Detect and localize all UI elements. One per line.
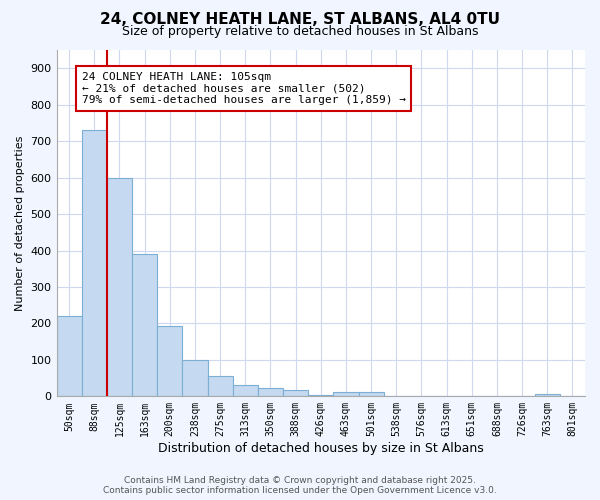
X-axis label: Distribution of detached houses by size in St Albans: Distribution of detached houses by size …: [158, 442, 484, 455]
Bar: [182, 360, 208, 397]
Bar: [283, 390, 308, 396]
Bar: [208, 376, 233, 396]
Bar: [56, 316, 82, 396]
Text: 24 COLNEY HEATH LANE: 105sqm
← 21% of detached houses are smaller (502)
79% of s: 24 COLNEY HEATH LANE: 105sqm ← 21% of de…: [82, 72, 406, 105]
Bar: [132, 254, 157, 396]
Text: Size of property relative to detached houses in St Albans: Size of property relative to detached ho…: [122, 25, 478, 38]
Bar: [359, 392, 383, 396]
Text: Contains HM Land Registry data © Crown copyright and database right 2025.
Contai: Contains HM Land Registry data © Crown c…: [103, 476, 497, 495]
Y-axis label: Number of detached properties: Number of detached properties: [15, 136, 25, 311]
Bar: [82, 130, 107, 396]
Bar: [535, 394, 560, 396]
Bar: [107, 178, 132, 396]
Bar: [157, 326, 182, 396]
Bar: [308, 395, 334, 396]
Text: 24, COLNEY HEATH LANE, ST ALBANS, AL4 0TU: 24, COLNEY HEATH LANE, ST ALBANS, AL4 0T…: [100, 12, 500, 28]
Bar: [334, 392, 359, 396]
Bar: [258, 388, 283, 396]
Bar: [233, 384, 258, 396]
